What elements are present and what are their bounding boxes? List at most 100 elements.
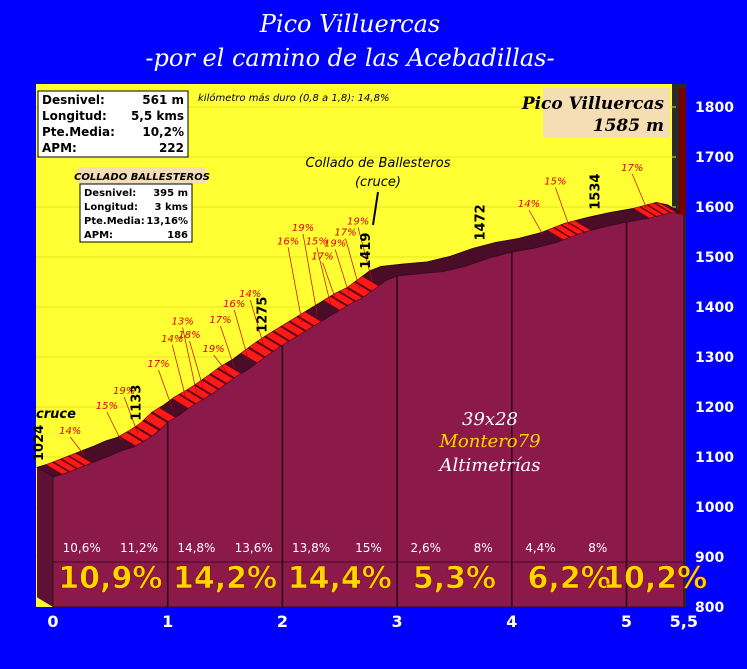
half-km-label: 11,2% xyxy=(120,541,158,555)
summary-box: Desnivel: 561 m Longitud: 5,5 kms Pte.Media:… xyxy=(37,90,189,158)
stat-row-label: Pte.Media: xyxy=(84,216,145,227)
x-tick-label: 3 xyxy=(392,612,403,631)
steep-block xyxy=(297,311,322,326)
half-km-label: 15% xyxy=(355,541,382,555)
steep-block xyxy=(568,220,592,233)
x-tick-label: 4 xyxy=(506,612,517,631)
percent-leader xyxy=(555,187,570,227)
stat-row-label: Pte.Media: xyxy=(42,125,115,139)
chart-subtitle: -por el camino de las Acebadillas- xyxy=(145,44,554,72)
y-tick-label: 900 xyxy=(695,550,724,566)
percent-label: 19% xyxy=(202,344,224,355)
stat-row-value: 5,5 kms xyxy=(131,109,184,123)
collado-pointer xyxy=(372,191,379,226)
steep-block xyxy=(647,202,671,215)
percent-label: 14% xyxy=(161,334,183,345)
percent-label: 17% xyxy=(209,315,231,326)
percent-label: 14% xyxy=(59,426,81,437)
x-tick-label: 5,5 xyxy=(670,612,698,631)
profile-layer xyxy=(36,88,686,608)
altitude-mark: 1024 xyxy=(32,425,47,461)
credit-author: Montero79 xyxy=(438,431,540,452)
percent-leader xyxy=(287,247,303,323)
half-km-label: 8% xyxy=(588,541,607,555)
steep-block xyxy=(210,368,234,384)
chart-title: Pico Villuercas xyxy=(259,10,440,38)
half-km-label: 4,4% xyxy=(525,541,556,555)
percent-leader xyxy=(106,411,122,441)
percent-label: 18% xyxy=(178,330,200,341)
y-tick-label: 1100 xyxy=(695,450,734,466)
collado-box: COLLADO BALLESTEROS Desnivel: 395 m Longit… xyxy=(74,167,210,243)
altitude-marks-layer: 1024 1133 1275 1419 1472 1534 xyxy=(32,174,603,461)
percent-leader xyxy=(528,209,544,236)
altitude-mark: 1534 xyxy=(588,174,603,210)
y-tick-label: 1200 xyxy=(695,400,734,416)
steep-block xyxy=(265,331,289,346)
stat-row-value: 3 kms xyxy=(155,202,189,213)
percent-leader xyxy=(158,369,173,410)
percent-leader xyxy=(182,327,197,394)
stat-row-value: 222 xyxy=(159,141,184,155)
percent-label: 13% xyxy=(171,317,193,328)
steep-block xyxy=(273,326,297,341)
cruce-label: cruce xyxy=(36,407,76,422)
y-tick-label: 1300 xyxy=(695,350,734,366)
percent-leader xyxy=(302,233,318,314)
steep-block xyxy=(202,374,226,389)
percent-leader xyxy=(334,249,350,295)
steep-block xyxy=(639,204,663,217)
y-tick-label: 1500 xyxy=(695,250,734,266)
steep-block xyxy=(554,224,577,238)
percent-leader xyxy=(189,340,204,390)
steep-block xyxy=(561,222,585,235)
peak-box: Pico Villuercas 1585 m xyxy=(521,88,670,138)
percent-label: 19% xyxy=(347,217,369,228)
profile-side-face xyxy=(37,467,53,607)
percent-leader xyxy=(631,173,647,208)
hardest-km-note: kilómetro más duro (0,8 a 1,8): 14,8% xyxy=(198,92,389,104)
steep-block xyxy=(143,412,168,430)
percent-label: 17% xyxy=(311,252,333,263)
x-tick-label: 1 xyxy=(162,612,173,631)
percent-label: 17% xyxy=(621,163,643,174)
altitude-mark: 1419 xyxy=(359,233,374,269)
percent-label: 15% xyxy=(96,401,118,412)
y-tick-label: 1000 xyxy=(695,500,734,516)
percent-labels-layer: 14%15%19%17%14%13%18%19%17%16%14%16%19%1… xyxy=(59,163,647,456)
steep-block xyxy=(654,202,677,214)
y-tick-label: 1600 xyxy=(695,200,734,216)
altitude-mark: 1133 xyxy=(129,385,144,421)
altitude-mark: 1472 xyxy=(474,204,489,240)
steep-block xyxy=(119,432,143,446)
stat-row-label: Desnivel: xyxy=(84,188,136,199)
x-tick-label: 0 xyxy=(47,612,58,631)
percent-leader xyxy=(322,262,337,303)
credit-size: 39x28 xyxy=(462,409,518,430)
steep-block xyxy=(355,276,379,292)
percent-leader xyxy=(171,344,187,401)
km-average-label: 10,9% xyxy=(58,561,162,596)
percent-leader xyxy=(357,227,373,281)
percent-label: 19% xyxy=(292,223,314,234)
y-axis-ticks: 800 900 1000 1100 1200 1300 1400 1500 1600 1700 18… xyxy=(695,100,734,616)
stat-row-value: 395 m xyxy=(153,188,188,199)
steep-block xyxy=(339,287,363,302)
steep-block xyxy=(289,316,314,331)
stat-row-label: Longitud: xyxy=(84,202,138,213)
percent-leader xyxy=(69,436,85,456)
percent-label: 19% xyxy=(113,386,135,397)
y-tick-label: 1400 xyxy=(695,300,734,316)
steep-block xyxy=(152,407,176,422)
steep-block xyxy=(135,420,160,437)
half-km-label: 13,8% xyxy=(292,541,330,555)
collado-box-title: COLLADO BALLESTEROS xyxy=(74,172,210,183)
x-tick-label: 2 xyxy=(277,612,288,631)
percent-leader xyxy=(345,238,360,289)
steep-block xyxy=(53,459,77,472)
steep-block xyxy=(171,394,195,409)
steep-block xyxy=(281,321,306,336)
peak-name: Pico Villuercas xyxy=(521,94,665,114)
percent-label: 19% xyxy=(324,239,346,250)
